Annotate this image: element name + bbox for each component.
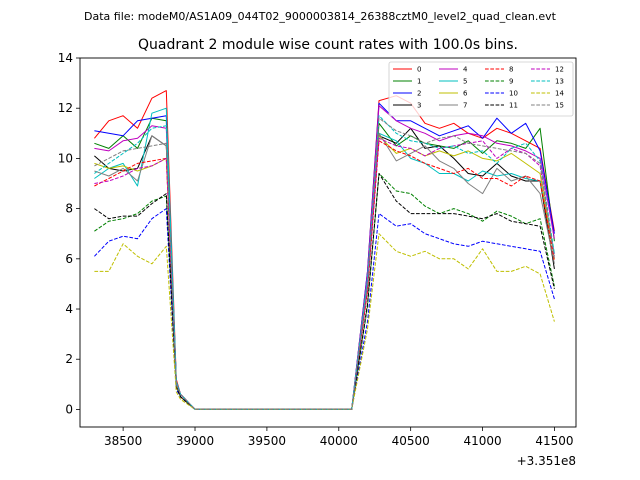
y-tick-label: 0 <box>65 402 73 416</box>
y-tick-label: 14 <box>58 51 73 65</box>
series-line-2 <box>94 102 555 410</box>
x-tick-label: 40500 <box>392 434 430 448</box>
legend-label-15: 15 <box>555 102 564 110</box>
chart-title: Quadrant 2 module wise count rates with … <box>138 37 518 53</box>
x-tick-label: 39500 <box>248 434 286 448</box>
series-line-6 <box>94 135 555 410</box>
legend-label-9: 9 <box>509 78 513 86</box>
legend-frame <box>388 61 574 117</box>
legend-label-10: 10 <box>509 90 518 98</box>
legend-label-11: 11 <box>509 102 518 110</box>
legend-label-12: 12 <box>555 66 564 74</box>
y-tick-label: 6 <box>65 252 73 266</box>
y-axis-ticks: 0 2 4 6 8 10 12 14 <box>58 51 80 416</box>
x-axis-ticks: 38500 39000 39500 40000 40500 41000 41500 <box>104 427 574 448</box>
y-tick-label: 4 <box>65 302 73 316</box>
plot-frame <box>79 57 577 428</box>
series-line-15 <box>94 117 555 410</box>
legend-label-5: 5 <box>463 78 467 86</box>
x-tick-label: 40000 <box>320 434 358 448</box>
x-tick-label: 41000 <box>463 434 501 448</box>
legend-label-14: 14 <box>555 90 564 98</box>
x-offset-label: +3.351e8 <box>517 454 576 468</box>
y-tick-label: 12 <box>58 101 73 115</box>
series-line-3 <box>94 127 555 410</box>
series-line-7 <box>94 132 555 410</box>
plot-series-group <box>94 90 555 410</box>
y-tick-label: 10 <box>58 151 73 165</box>
x-tick-label: 38500 <box>104 434 142 448</box>
series-line-8 <box>94 140 555 410</box>
y-tick-label: 8 <box>65 202 73 216</box>
series-line-1 <box>94 117 555 410</box>
legend-label-8: 8 <box>509 66 513 74</box>
x-tick-label: 41500 <box>535 434 573 448</box>
series-line-11 <box>94 173 555 410</box>
legend-label-7: 7 <box>463 102 467 110</box>
y-tick-label: 2 <box>65 352 73 366</box>
x-tick-label: 39000 <box>176 434 214 448</box>
legend-label-1: 1 <box>417 78 421 86</box>
legend-label-3: 3 <box>417 102 421 110</box>
series-line-9 <box>94 173 555 410</box>
legend-label-6: 6 <box>463 90 468 98</box>
legend-label-2: 2 <box>417 90 421 98</box>
legend-label-13: 13 <box>555 78 564 86</box>
series-line-14 <box>94 233 555 410</box>
legend-label-4: 4 <box>463 66 468 74</box>
chart-suptitle: Data file: modeM0/AS1A09_044T02_90000038… <box>84 10 557 23</box>
legend-label-0: 0 <box>417 66 421 74</box>
series-line-10 <box>94 208 555 410</box>
